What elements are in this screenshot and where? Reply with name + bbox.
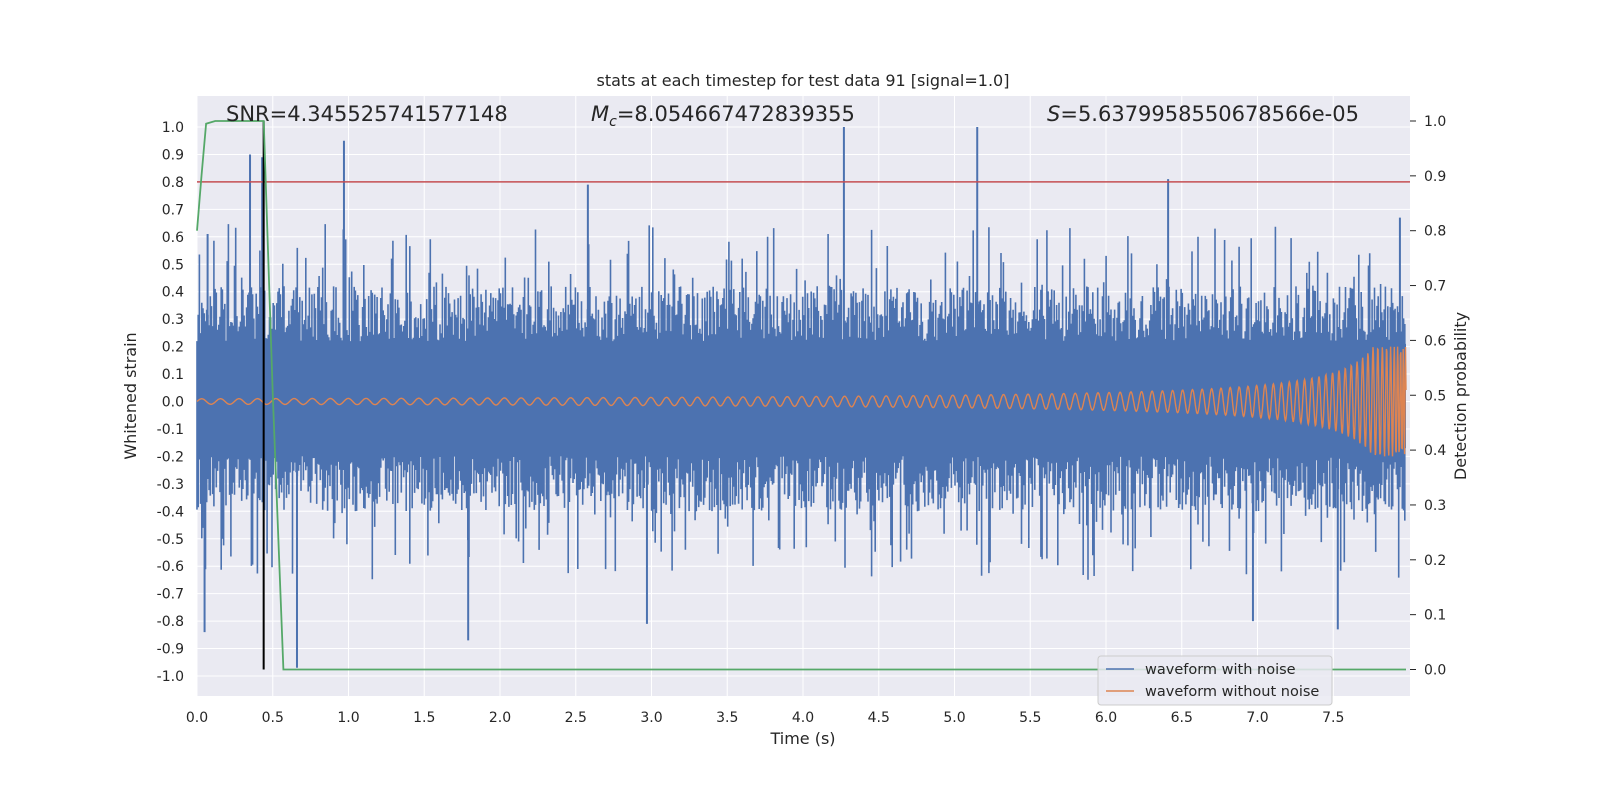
y-tick-label: 0.9 [162, 147, 184, 163]
y2-axis-ticks: 1.0 0.9 0.8 0.7 0.6 0.5 0.4 0.3 0.2 0.1 0.0 [1410, 114, 1446, 679]
x-tick-label: 7.5 [1322, 710, 1344, 726]
y2-tick-label: 0.7 [1424, 279, 1446, 295]
legend-label-clean: waveform without noise [1145, 684, 1319, 700]
x-tick-label: 3.0 [640, 710, 662, 726]
chirp-mass-annotation: Mc=8.054667472839355 [591, 102, 855, 130]
y-tick-label: 0.1 [162, 367, 184, 383]
y2-axis-label: Detection probability [1451, 312, 1470, 480]
y-tick-label: 0.7 [162, 202, 184, 218]
x-axis-label: Time (s) [769, 729, 835, 748]
snr-annotation: SNR=4.345525741577148 [226, 102, 508, 126]
chirp-line [196, 346, 1407, 457]
x-tick-label: 2.0 [489, 710, 511, 726]
x-tick-label: 4.5 [868, 710, 890, 726]
y-tick-label: -0.4 [157, 504, 184, 520]
y-axis-ticks: 1.0 0.9 0.8 0.7 0.6 0.5 0.4 0.3 0.2 0.1 0.0 -0.1 -0.… [157, 120, 184, 685]
y-tick-label: 0.0 [162, 395, 184, 411]
y-tick-label: 0.2 [162, 340, 184, 356]
x-tick-label: 6.0 [1095, 710, 1117, 726]
chart-title: stats at each timestep for test data 91 … [597, 71, 1010, 90]
y2-tick-label: 0.0 [1424, 663, 1446, 679]
series-detection-probability [196, 120, 1406, 671]
y-tick-label: -0.1 [157, 422, 184, 438]
y-tick-label: 0.3 [162, 312, 184, 328]
y-tick-label: -0.8 [157, 614, 184, 630]
overlay-lines [197, 121, 1410, 670]
s-annotation: S=5.6379958550678566e-05 [1047, 102, 1359, 126]
y-tick-label: -0.3 [157, 477, 184, 493]
x-tick-label: 0.0 [186, 710, 208, 726]
x-tick-label: 4.0 [792, 710, 814, 726]
x-tick-label: 5.5 [1019, 710, 1041, 726]
y-tick-label: -0.7 [157, 587, 184, 603]
y-axis-label: Whitened strain [121, 332, 140, 459]
x-tick-label: 7.0 [1246, 710, 1268, 726]
y2-tick-label: 1.0 [1424, 114, 1446, 130]
x-tick-label: 0.5 [262, 710, 284, 726]
y2-tick-label: 0.1 [1424, 608, 1446, 624]
y-tick-label: 0.4 [162, 285, 184, 301]
x-tick-label: 6.5 [1171, 710, 1193, 726]
x-tick-label: 3.5 [716, 710, 738, 726]
x-tick-label: 1.0 [337, 710, 359, 726]
y-tick-label: 0.5 [162, 257, 184, 273]
y-tick-label: 0.6 [162, 230, 184, 246]
y2-tick-label: 0.6 [1424, 333, 1446, 349]
y-tick-label: -0.2 [157, 449, 184, 465]
y-tick-label: -0.9 [157, 642, 184, 658]
series-waveform-without-noise [196, 346, 1407, 457]
x-tick-label: 1.5 [413, 710, 435, 726]
y-tick-label: 1.0 [162, 120, 184, 136]
y-tick-label: -0.6 [157, 559, 184, 575]
y-tick-label: 0.8 [162, 175, 184, 191]
y2-tick-label: 0.3 [1424, 498, 1446, 514]
probability-line [196, 120, 1406, 671]
y-tick-label: -0.5 [157, 532, 184, 548]
y2-tick-label: 0.2 [1424, 553, 1446, 569]
x-axis-ticks: 0.0 0.5 1.0 1.5 2.0 2.5 3.0 3.5 4.0 4.5 5.0 5.5 6.0 6… [186, 710, 1345, 726]
y2-tick-label: 0.9 [1424, 169, 1446, 185]
x-tick-label: 5.0 [943, 710, 965, 726]
y-tick-label: -1.0 [157, 669, 184, 685]
y2-tick-label: 0.8 [1424, 224, 1446, 240]
y2-tick-label: 0.5 [1424, 388, 1446, 404]
legend: waveform with noise waveform without noi… [1097, 655, 1333, 706]
y2-tick-label: 0.4 [1424, 443, 1446, 459]
x-tick-label: 2.5 [565, 710, 587, 726]
legend-label-noise: waveform with noise [1145, 662, 1296, 678]
